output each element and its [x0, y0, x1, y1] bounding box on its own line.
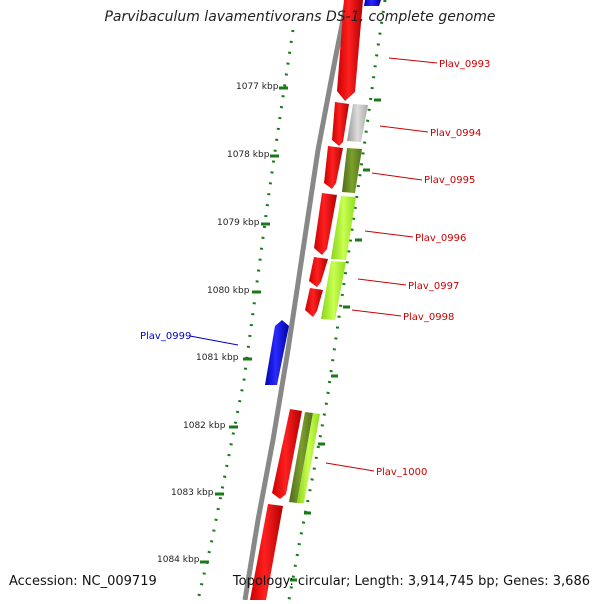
gene-label-plav-0996[interactable]: Plav_0996	[415, 233, 466, 244]
gene-label-plav-0998[interactable]: Plav_0998	[403, 312, 454, 323]
gene-feature-dark-green[interactable]	[289, 412, 313, 503]
gene-feature-forward[interactable]	[337, 0, 363, 101]
label-leader	[189, 335, 239, 346]
gene-label-plav-0993[interactable]: Plav_0993	[439, 59, 490, 70]
scale-ticks	[200, 86, 381, 582]
gene-label-plav-0995[interactable]: Plav_0995	[424, 175, 475, 186]
gene-feature-gray[interactable]	[347, 104, 368, 142]
gene-feature-forward[interactable]	[309, 257, 328, 287]
gene-feature-forward[interactable]	[272, 409, 302, 499]
gene-feature-light-green[interactable]	[331, 196, 356, 260]
scale-label: 1084 kbp	[157, 555, 200, 565]
gene-feature-reverse[interactable]	[265, 320, 289, 385]
label-leader	[351, 309, 402, 317]
gene-feature-forward[interactable]	[250, 504, 283, 600]
scale-label: 1078 kbp	[227, 150, 270, 160]
gene-label-plav-0997[interactable]: Plav_0997	[408, 281, 459, 292]
genome-title: Parvibaculum lavamentivorans DS-1, compl…	[104, 9, 496, 25]
reverse-cds-track	[265, 0, 381, 385]
scale-label: 1077 kbp	[236, 82, 279, 92]
gene-feature-forward[interactable]	[305, 288, 323, 317]
forward-cds-track	[250, 0, 363, 600]
gene-label-plav-1000[interactable]: Plav_1000	[376, 467, 427, 478]
label-leader	[357, 278, 407, 286]
genome-summary-text: Topology: circular; Length: 3,914,745 bp…	[232, 574, 590, 589]
scale-label: 1081 kbp	[196, 353, 239, 363]
gene-feature-reverse[interactable]	[364, 0, 381, 6]
label-leader	[379, 125, 429, 133]
gc-ring-inner	[196, 29, 295, 601]
gene-feature-light-green[interactable]	[297, 413, 320, 503]
gene-feature-forward[interactable]	[314, 193, 337, 255]
scale-label: 1080 kbp	[207, 286, 250, 296]
label-leader	[364, 230, 414, 238]
scale-label: 1082 kbp	[183, 421, 226, 431]
gene-feature-dark-green[interactable]	[342, 148, 362, 193]
genome-backbone	[242, 0, 350, 601]
misc-feature-track	[289, 104, 368, 503]
gene-feature-forward[interactable]	[332, 102, 349, 146]
label-leader	[371, 172, 423, 181]
gene-label-plav-0999[interactable]: Plav_0999	[140, 331, 191, 342]
gene-feature-light-green[interactable]	[321, 261, 346, 320]
gene-label-leaders	[189, 57, 438, 472]
label-leader	[388, 57, 438, 64]
scale-label: 1083 kbp	[171, 488, 214, 498]
gene-feature-forward[interactable]	[324, 146, 343, 189]
gene-label-plav-0994[interactable]: Plav_0994	[430, 128, 481, 139]
accession-text: Accession: NC_009719	[9, 574, 157, 589]
label-leader	[325, 462, 375, 472]
scale-label: 1079 kbp	[217, 218, 260, 228]
